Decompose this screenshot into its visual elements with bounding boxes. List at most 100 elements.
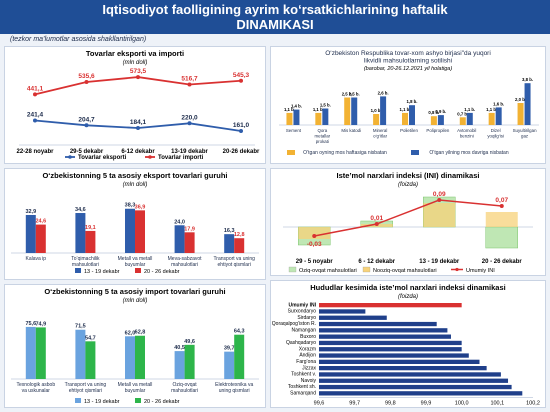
bar xyxy=(430,116,437,125)
bar xyxy=(184,232,195,253)
bar xyxy=(373,114,380,125)
data-label: 16,3 xyxy=(224,228,235,234)
y-tick-label: Surxondaryo xyxy=(288,309,317,315)
bar xyxy=(319,372,501,377)
x-tick-label: 13 - 19 dekabr xyxy=(419,259,460,265)
bar xyxy=(319,359,480,364)
chart-unit: (mln doll) xyxy=(123,298,148,304)
x-tick-label: Metall va metall buyumlar xyxy=(118,382,153,394)
page-title-emphasis: DINAMIKASI xyxy=(236,17,314,32)
legend-label: O‘tgan yilning mos davriga nisbatan xyxy=(429,150,508,156)
data-label: 75,6 xyxy=(25,321,36,327)
bar xyxy=(319,315,387,320)
y-tick-label: Toshkent v. xyxy=(291,372,316,378)
bar xyxy=(459,117,466,125)
data-label: 0,9 b. xyxy=(435,109,446,114)
x-tick-label: Metall va metall buyumlar xyxy=(118,256,153,268)
data-point xyxy=(136,75,140,80)
y-tick-label: Qoraqalpog‘iston R. xyxy=(272,321,316,327)
chart-title: Iste’mol narxlari indeksi (INI) dinamika… xyxy=(337,171,480,180)
page-header: Iqtisodiyot faolligining ayrim ko‘rsatki… xyxy=(0,0,550,34)
legend-swatch xyxy=(75,268,81,273)
data-point xyxy=(187,121,192,126)
data-label: 0,01 xyxy=(370,215,383,222)
data-label: 1,5 b. xyxy=(320,103,331,108)
y-tick-label: Buxoro xyxy=(300,334,316,340)
x-tick-label: 99,7 xyxy=(349,401,360,407)
bar xyxy=(409,105,415,125)
y-tick-label: Sirdaryo xyxy=(297,315,316,321)
data-label: -0,03 xyxy=(307,241,322,248)
bar xyxy=(319,340,462,346)
data-label: 0,07 xyxy=(495,197,508,204)
data-label: 32,9 xyxy=(25,209,36,215)
bar xyxy=(466,112,473,125)
legend-label: O‘tgan oyning mos haftasiga nisbatan xyxy=(303,150,387,156)
legend-swatch xyxy=(75,398,81,403)
data-point xyxy=(84,80,89,85)
data-label: 1,6 b. xyxy=(493,101,504,106)
x-tick-label: Sement xyxy=(286,128,302,133)
x-tick-label: 6 - 12 dekabr xyxy=(358,259,395,265)
series-line-total xyxy=(314,199,502,237)
data-label: 1,1 b. xyxy=(464,107,475,112)
bar xyxy=(234,238,245,253)
data-label: 573,5 xyxy=(130,68,147,75)
bar xyxy=(25,214,36,253)
bar xyxy=(319,391,523,396)
x-tick-label: Texnologik asbob va uskunalar xyxy=(16,382,55,394)
x-tick-label: To‘qimachilik mahsulotlari xyxy=(71,256,100,268)
bar xyxy=(135,210,145,253)
x-tick-label: Transport va uning ehtiyot qismlari xyxy=(213,256,255,268)
bar-nonfood xyxy=(298,227,331,239)
data-label: 1,1 b. xyxy=(486,107,497,112)
x-tick-label: 29-5 dekabr xyxy=(70,149,104,155)
bar xyxy=(319,309,366,314)
data-label: 17,9 xyxy=(184,226,195,232)
bar xyxy=(184,344,195,379)
y-tick-label: Qashqadaryo xyxy=(286,340,316,346)
bar xyxy=(437,115,444,125)
legend-swatch xyxy=(135,268,141,273)
bar xyxy=(224,351,235,379)
bar xyxy=(402,112,408,125)
bar xyxy=(174,351,185,379)
bar xyxy=(35,327,46,379)
x-tick-label: Qora metallar prokati xyxy=(315,128,331,144)
data-label: 1,1 b. xyxy=(313,107,324,112)
data-label: 2,6 b. xyxy=(378,90,389,95)
bar xyxy=(319,366,487,371)
data-label: 71,5 xyxy=(75,324,86,330)
regions-panel: Hududlar kesimida iste’mol narxlari inde… xyxy=(270,280,546,408)
data-label: 1,1 b. xyxy=(400,107,411,112)
bar xyxy=(319,353,469,358)
x-tick-label: 22-28 noyabr xyxy=(16,149,54,155)
data-label: 12,8 xyxy=(234,232,245,238)
bar xyxy=(322,108,329,125)
data-point xyxy=(312,234,317,238)
data-label: 38,3 xyxy=(125,203,136,209)
bar xyxy=(25,326,36,379)
data-label: 19,1 xyxy=(85,225,96,231)
ini-chart: Iste’mol narxlari indeksi (INI) dinamika… xyxy=(283,171,533,274)
bar-food xyxy=(485,226,518,249)
data-label: 40,5 xyxy=(174,345,185,351)
x-tick-label: Mis katodi xyxy=(341,128,361,133)
x-tick-label: Transport va uning ehtiyot qismlari xyxy=(65,382,107,394)
legend-label: Tovarlar eksporti xyxy=(78,155,127,161)
chart-title: Hududlar kesimida iste’mol narxlari inde… xyxy=(310,283,506,292)
data-point xyxy=(187,82,192,87)
bar-nonfood xyxy=(423,203,456,227)
legend-label: Umumiy INI xyxy=(466,268,495,274)
bar xyxy=(344,97,351,125)
legend-swatch xyxy=(287,150,295,155)
data-label: 184,1 xyxy=(130,119,147,126)
data-label: 34,6 xyxy=(75,207,86,213)
x-tick-label: 100,1 xyxy=(490,401,504,407)
data-label: 1,1 b. xyxy=(284,107,295,112)
import-groups-panel: O‘zbekistonning 5 ta asosiy import tovar… xyxy=(4,284,266,408)
x-tick-label: 99,8 xyxy=(385,401,396,407)
bar xyxy=(75,213,86,253)
legend-marker xyxy=(455,267,459,272)
bar xyxy=(293,109,300,125)
